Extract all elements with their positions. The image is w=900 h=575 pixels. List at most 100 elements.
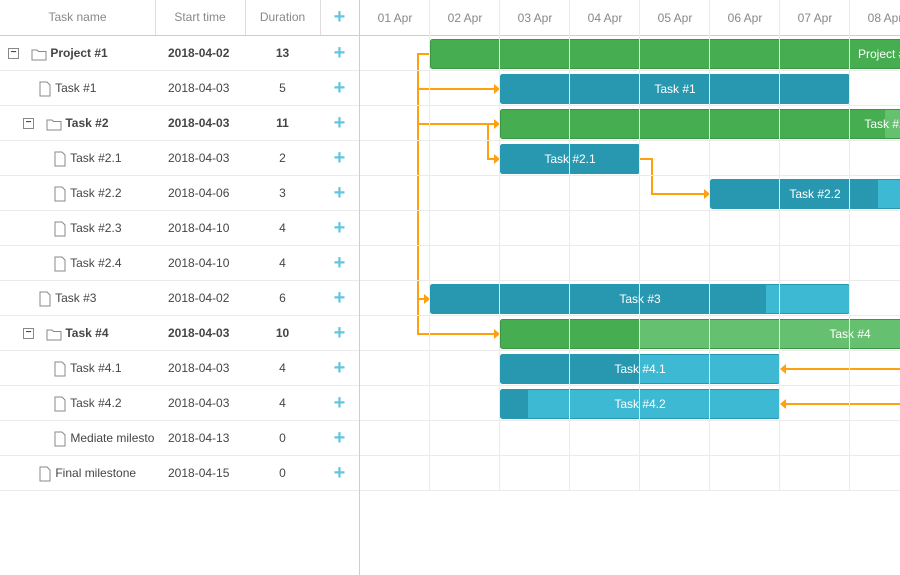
start-time: 2018-04-10 bbox=[168, 221, 230, 235]
start-time: 2018-04-10 bbox=[168, 256, 230, 270]
task-progress bbox=[501, 320, 640, 348]
task-name: Final milestone bbox=[55, 466, 137, 480]
task-bar-label: Task #4.2 bbox=[614, 397, 666, 411]
task-progress bbox=[501, 355, 640, 383]
task-bar-label: Task #4.1 bbox=[614, 362, 666, 376]
task-name-cell[interactable]: Task #2.4 bbox=[53, 246, 155, 281]
task-name: Task #4.2 bbox=[70, 396, 122, 410]
add-subtask-button[interactable]: + bbox=[333, 42, 346, 64]
duration: 4 bbox=[279, 221, 286, 235]
grid-row bbox=[0, 211, 359, 246]
add-subtask-button[interactable]: + bbox=[333, 77, 346, 99]
task-progress bbox=[431, 40, 900, 68]
scale-label: 05 Apr bbox=[658, 11, 693, 25]
grid-row bbox=[0, 246, 359, 281]
task-name: Mediate milestone bbox=[70, 431, 155, 445]
duration: 4 bbox=[279, 361, 286, 375]
add-subtask-button[interactable]: + bbox=[333, 112, 346, 134]
task-grid: Task name Start time Duration + − Projec… bbox=[0, 0, 360, 575]
start-time: 2018-04-02 bbox=[168, 46, 230, 60]
task-name-cell[interactable]: Task #4.1 bbox=[53, 351, 155, 386]
start-time: 2018-04-03 bbox=[168, 361, 230, 375]
grid-row bbox=[0, 351, 359, 386]
add-subtask-button[interactable]: + bbox=[333, 287, 346, 309]
task-progress bbox=[501, 110, 885, 138]
add-subtask-button[interactable]: + bbox=[333, 322, 346, 344]
add-subtask-button[interactable]: + bbox=[333, 462, 346, 484]
grid-row bbox=[0, 176, 359, 211]
start-time: 2018-04-03 bbox=[168, 81, 230, 95]
task-progress bbox=[711, 180, 878, 208]
column-header[interactable]: Task name bbox=[0, 0, 156, 35]
link bbox=[487, 123, 500, 160]
grid-row bbox=[0, 281, 359, 316]
task-bar-label: Project #1 bbox=[858, 47, 900, 61]
add-task-button[interactable]: + bbox=[333, 6, 346, 28]
task-name: Task #3 bbox=[55, 291, 97, 305]
duration: 4 bbox=[279, 396, 286, 410]
grid-row bbox=[0, 106, 359, 141]
task-name-cell[interactable]: − Project #1 bbox=[8, 36, 155, 71]
task-bar-label: Task #1 bbox=[654, 82, 696, 96]
start-time: 2018-04-15 bbox=[168, 466, 230, 480]
task-bar-label: Task #4 bbox=[829, 327, 871, 341]
add-subtask-button[interactable]: + bbox=[333, 147, 346, 169]
add-subtask-button[interactable]: + bbox=[333, 427, 346, 449]
task-progress bbox=[501, 390, 528, 418]
grid-row bbox=[0, 421, 359, 456]
scale-label: 07 Apr bbox=[798, 11, 833, 25]
task-name-cell[interactable]: Task #4.2 bbox=[53, 386, 155, 421]
duration: 11 bbox=[276, 116, 289, 130]
task-name: Task #4 bbox=[65, 326, 109, 340]
task-name: Task #2.1 bbox=[70, 151, 122, 165]
start-time: 2018-04-02 bbox=[168, 291, 230, 305]
duration: 6 bbox=[279, 291, 286, 305]
scale-label: 02 Apr bbox=[448, 11, 483, 25]
duration: 3 bbox=[279, 186, 286, 200]
start-time: 2018-04-03 bbox=[168, 396, 230, 410]
task-name-cell[interactable]: Task #2.2 bbox=[53, 176, 155, 211]
task-name: Task #1 bbox=[55, 81, 97, 95]
column-header[interactable]: Duration bbox=[245, 0, 321, 35]
task-bar-label: Task #2.2 bbox=[789, 187, 841, 201]
start-time: 2018-04-03 bbox=[168, 151, 230, 165]
add-subtask-button[interactable]: + bbox=[333, 182, 346, 204]
header-border bbox=[0, 35, 359, 36]
task-name-cell[interactable]: − Task #2 bbox=[23, 106, 155, 141]
duration: 13 bbox=[275, 46, 290, 60]
add-subtask-button[interactable]: + bbox=[333, 252, 346, 274]
task-progress bbox=[501, 145, 640, 173]
start-time: 2018-04-13 bbox=[168, 431, 230, 445]
task-bar-label: Task #2 bbox=[864, 117, 900, 131]
task-name-cell[interactable]: − Task #4 bbox=[23, 316, 155, 351]
add-subtask-button[interactable]: + bbox=[333, 392, 346, 414]
task-bar-label: Task #2.1 bbox=[544, 152, 596, 166]
grid-row bbox=[0, 456, 359, 491]
duration: 0 bbox=[279, 466, 286, 480]
task-name-cell[interactable]: Task #1 bbox=[38, 71, 155, 106]
column-header[interactable]: Start time bbox=[155, 0, 246, 35]
grid-row bbox=[0, 71, 359, 106]
link bbox=[417, 53, 494, 335]
duration: 0 bbox=[279, 431, 286, 445]
add-subtask-button[interactable]: + bbox=[333, 357, 346, 379]
start-time: 2018-04-03 bbox=[168, 116, 230, 130]
task-name-cell[interactable]: Task #3 bbox=[38, 281, 155, 316]
grid-row bbox=[0, 316, 359, 351]
task-name-cell[interactable]: Final milestone bbox=[38, 456, 155, 491]
task-name: Task #2.3 bbox=[70, 221, 122, 235]
task-progress bbox=[431, 285, 766, 313]
task-name: Task #2.2 bbox=[70, 186, 122, 200]
task-name-cell[interactable]: Task #2.1 bbox=[53, 141, 155, 176]
start-time: 2018-04-06 bbox=[168, 186, 230, 200]
task-name-cell[interactable]: Mediate milestone bbox=[53, 421, 155, 456]
grid-row bbox=[0, 36, 359, 71]
duration: 10 bbox=[275, 326, 290, 340]
scale-label: 01 Apr bbox=[378, 11, 413, 25]
task-progress bbox=[501, 75, 850, 103]
task-name-cell[interactable]: Task #2.3 bbox=[53, 211, 155, 246]
timeline: Project #1 Task #1 Task #2 Task #2.1 Task #2… bbox=[360, 0, 900, 491]
task-name: Task #4.1 bbox=[70, 361, 122, 375]
add-subtask-button[interactable]: + bbox=[333, 217, 346, 239]
